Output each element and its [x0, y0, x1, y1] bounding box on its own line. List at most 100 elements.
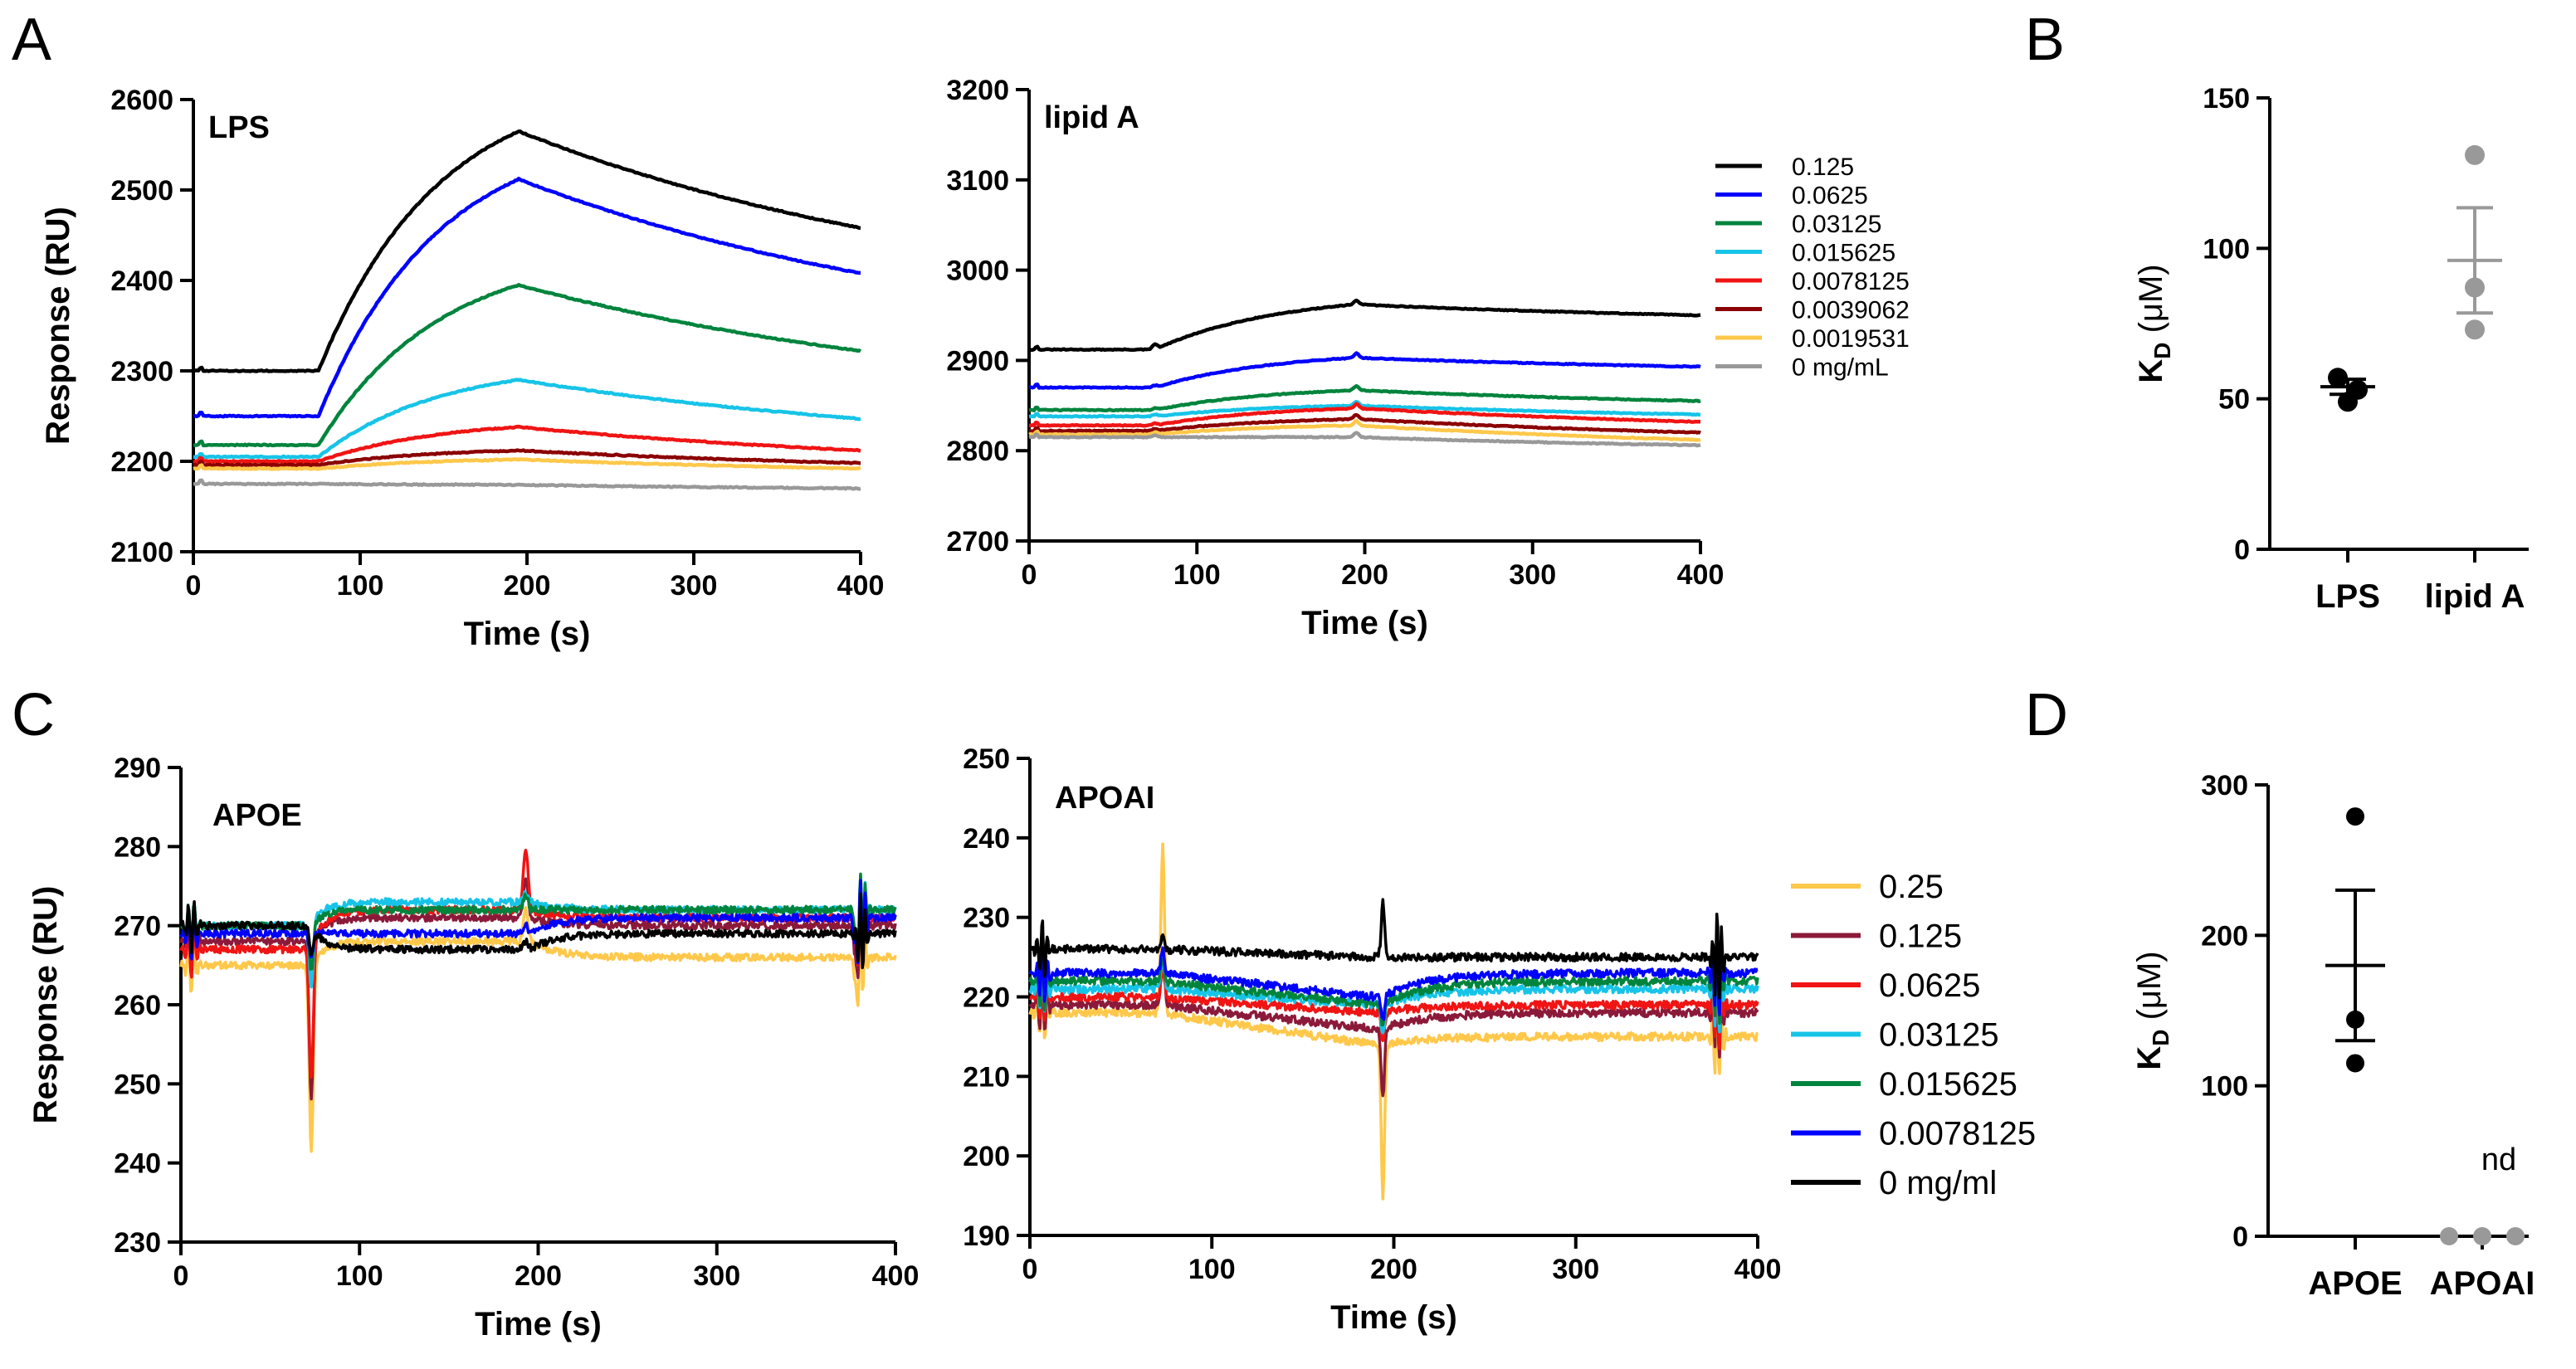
- legend-label-0-125: 0.125: [1879, 918, 1962, 955]
- y-tick-label: 290: [114, 753, 161, 784]
- panel-title: APOE: [212, 798, 302, 833]
- series-line-0-125: [193, 129, 861, 373]
- series-line-0-0019531: [1028, 418, 1701, 442]
- chart-c-apoe: 230 240 250 260 270 280 290 0 100 200 300 400 Time (…: [27, 753, 919, 1342]
- x-tick-label: 200: [1370, 1254, 1417, 1285]
- legend-label-0-25: 0.25: [1879, 869, 1944, 905]
- y-axis-label: Response (RU): [27, 886, 64, 1124]
- y-tick-label: 2300: [110, 356, 173, 387]
- series-line-0-015625: [180, 872, 897, 972]
- series-line-0-0625: [193, 177, 861, 419]
- legend-label-0-03125: 0.03125: [1792, 211, 1881, 238]
- series-line-0-mg-ml: [179, 892, 897, 970]
- y-tick-label: 300: [2201, 770, 2248, 801]
- x-tick-label: 300: [1552, 1254, 1599, 1285]
- y-tick-label: 2100: [110, 537, 173, 568]
- y-tick-label: 150: [2203, 83, 2250, 114]
- legend-label-0-mg-ml: 0 mg/mL: [1792, 354, 1889, 382]
- y-tick-label: 190: [963, 1220, 1010, 1252]
- x-tick-label: 300: [693, 1260, 740, 1292]
- legend-label-0-0019531: 0.0019531: [1792, 325, 1910, 353]
- data-point-apoe: [2346, 1054, 2364, 1073]
- x-tick-label: 200: [504, 570, 551, 602]
- panel-title: LPS: [208, 110, 270, 145]
- y-tick-label: 250: [963, 743, 1010, 775]
- y-tick-label: 100: [2201, 1071, 2248, 1103]
- series-line-0-mg-ml: [1029, 898, 1759, 1000]
- x-tick-label: 100: [337, 570, 384, 602]
- y-tick-label: 230: [963, 903, 1010, 934]
- x-tick-label: 0: [186, 570, 202, 602]
- y-tick-label: 2700: [946, 526, 1009, 558]
- y-tick-label: 250: [114, 1069, 161, 1100]
- series-line-0-015625: [193, 378, 861, 460]
- x-tick-label: 400: [1734, 1254, 1782, 1285]
- y-tick-label: 2500: [110, 175, 173, 207]
- y-tick-label: 0: [2232, 1221, 2248, 1253]
- data-point-lipid-a: [2465, 144, 2485, 165]
- x-tick-label: 400: [837, 570, 885, 602]
- chart-d-kd-scatter: 0 100 200 300 APOE APOAI KD (μM) nd: [2131, 770, 2535, 1302]
- series-line-0-125: [1028, 298, 1701, 353]
- x-category-label-lipid-a: lipid A: [2425, 578, 2525, 615]
- legend-label-0-0625: 0.0625: [1792, 183, 1868, 210]
- y-tick-label: 2400: [110, 266, 173, 297]
- x-category-label-apoai: APOAI: [2430, 1265, 2535, 1302]
- y-tick-label: 220: [963, 982, 1010, 1014]
- chart-a-lps: 2100 2200 2300 2400 2500 2600 0 100 200 300 400 Tim…: [40, 85, 884, 652]
- y-tick-label: 210: [963, 1061, 1010, 1093]
- x-tick-label: 300: [671, 570, 718, 602]
- legend-label-0-0039062: 0.0039062: [1792, 297, 1910, 324]
- y-tick-label: 270: [114, 911, 161, 943]
- x-axis-label: Time (s): [1301, 605, 1428, 641]
- data-point-apoai: [2440, 1227, 2458, 1245]
- series-line-0-03125: [193, 283, 862, 448]
- series-line-0-0078125: [193, 424, 861, 464]
- legend-label-0-125: 0.125: [1792, 153, 1854, 181]
- legend-label-0-0078125: 0.0078125: [1792, 268, 1910, 295]
- nd-annotation: nd: [2481, 1142, 2516, 1177]
- legend-label-0-015625: 0.015625: [1792, 240, 1895, 267]
- x-category-label-lps: LPS: [2315, 578, 2380, 615]
- chart-b-kd-scatter: 0 50 100 150 LPS lipid A KD (μM): [2133, 83, 2529, 615]
- series-line-0-0078125: [1028, 930, 1759, 1021]
- series-line-0-0078125: [179, 879, 897, 965]
- y-tick-label: 230: [114, 1227, 161, 1259]
- legend-label-0-0078125: 0.0078125: [1879, 1116, 2036, 1152]
- legend-label-0-015625: 0.015625: [1879, 1066, 2017, 1103]
- panel-letter-d: D: [2025, 682, 2068, 748]
- x-tick-label: 100: [1173, 559, 1221, 591]
- y-tick-label: 240: [963, 823, 1010, 855]
- x-axis-label: Time (s): [464, 616, 591, 652]
- y-tick-label: 240: [114, 1148, 161, 1180]
- series-line-0-0019531: [193, 457, 861, 471]
- series-line-0-03125: [1028, 383, 1701, 413]
- y-tick-label: 3000: [946, 256, 1009, 287]
- series-line-0-0039062: [1028, 412, 1702, 435]
- series-line-0-mg-ml: [1028, 431, 1701, 448]
- x-axis-label: Time (s): [475, 1306, 602, 1342]
- chart-a-lipid-a: 2700 2800 2900 3000 3100 3200 0 100 200 300 400 Tim…: [946, 75, 1909, 641]
- x-tick-label: 0: [1022, 559, 1037, 591]
- x-tick-label: 100: [1188, 1254, 1236, 1285]
- y-axis-label: KD (μM): [2131, 951, 2174, 1069]
- y-tick-label: 3200: [946, 75, 1009, 106]
- y-axis-label: Response (RU): [40, 207, 76, 445]
- data-point-lipid-a: [2465, 277, 2485, 298]
- y-axis-label: KD (μM): [2133, 264, 2175, 382]
- y-tick-label: 260: [114, 990, 161, 1021]
- series-line-0-mg-ml: [193, 478, 861, 491]
- data-point-lipid-a: [2465, 319, 2485, 340]
- y-tick-label: 100: [2203, 233, 2250, 265]
- data-point-apoai: [2473, 1227, 2491, 1245]
- series-line-0-25: [1028, 842, 1759, 1201]
- data-point-lps: [2328, 368, 2348, 388]
- y-tick-label: 200: [2201, 920, 2248, 952]
- x-tick-label: 400: [872, 1260, 920, 1292]
- y-tick-label: 200: [963, 1141, 1010, 1172]
- data-point-apoe: [2346, 1010, 2364, 1029]
- panel-letter-c: C: [12, 682, 55, 748]
- x-tick-label: 300: [1509, 559, 1556, 591]
- y-tick-label: 50: [2218, 384, 2250, 416]
- data-point-lps: [2338, 392, 2358, 412]
